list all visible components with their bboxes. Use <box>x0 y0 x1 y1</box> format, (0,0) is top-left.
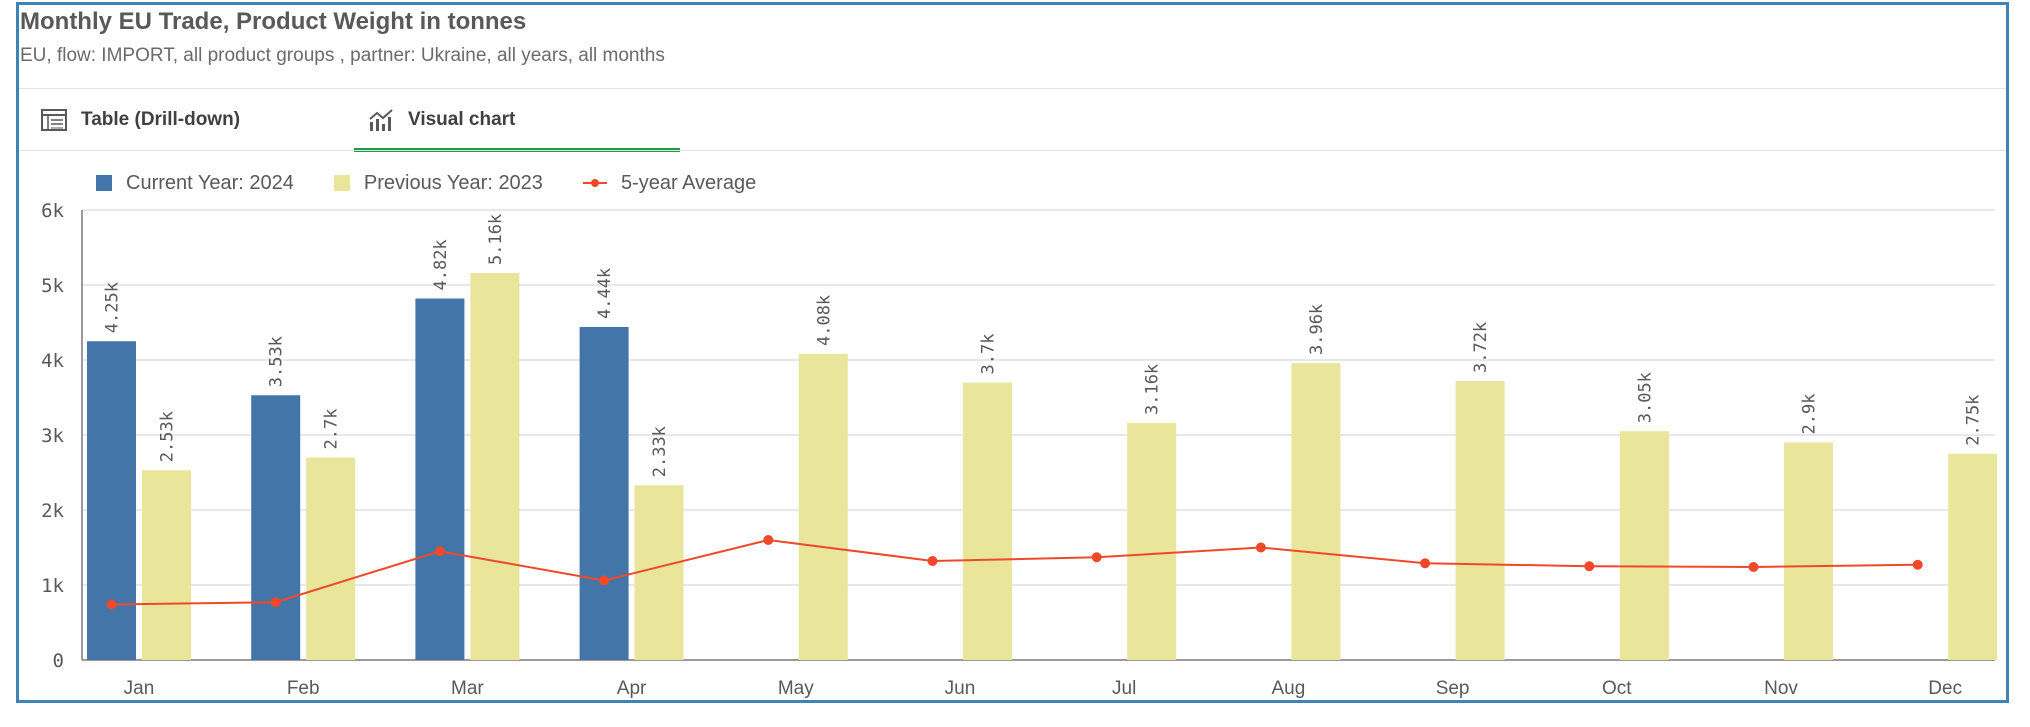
legend-item-5-year-average[interactable]: 5-year Average <box>582 171 757 195</box>
x-tick-label: Jun <box>945 678 976 699</box>
data-label: 2.7k <box>322 409 342 450</box>
average-point <box>1748 562 1759 572</box>
data-label: 3.53k <box>267 336 287 387</box>
line-chart-icon <box>369 109 393 131</box>
bar-previous-year <box>1127 423 1177 660</box>
x-tick-label: Mar <box>451 678 484 699</box>
data-label: 3.05k <box>1635 372 1655 423</box>
data-label: 2.9k <box>1800 394 1820 435</box>
average-line <box>111 538 1918 606</box>
x-tick-label: Jul <box>1112 678 1136 699</box>
data-label: 2.33k <box>650 426 670 477</box>
y-tick-label: 1k <box>41 575 64 597</box>
bar-previous-year <box>1948 453 1998 660</box>
tab-label: Visual chart <box>408 109 516 130</box>
y-tick-label: 5k <box>41 275 64 297</box>
average-point <box>763 535 774 545</box>
chart-frame <box>16 2 2009 703</box>
x-tick-label: Aug <box>1271 678 1305 699</box>
bar-current-year <box>87 341 136 660</box>
data-label: 3.7k <box>979 334 999 375</box>
average-point <box>1912 559 1923 570</box>
data-label: 5.16k <box>486 214 506 265</box>
bar-previous-year <box>634 485 684 660</box>
x-tick-label: Nov <box>1764 678 1798 699</box>
bar-previous-year <box>142 470 191 660</box>
bar-previous-year <box>1619 431 1669 660</box>
tab-table-drill-down[interactable]: Table (Drill-down) <box>41 100 240 140</box>
x-tick-label: Feb <box>287 678 320 699</box>
bar-previous-year <box>470 273 520 660</box>
x-tick-label: Dec <box>1928 678 1962 699</box>
tab-label: Table (Drill-down) <box>81 109 241 130</box>
y-tick-label: 4k <box>41 350 64 372</box>
y-tick-label: 2k <box>41 500 64 522</box>
data-label: 3.72k <box>1471 322 1491 373</box>
data-label: 3.96k <box>1307 304 1327 355</box>
data-label: 2.53k <box>158 411 178 462</box>
data-label: 3.16k <box>1143 364 1163 415</box>
bar-previous-year <box>306 457 356 660</box>
bar-previous-year <box>963 382 1012 660</box>
average-point <box>1584 561 1595 572</box>
data-label: 4.82k <box>431 239 451 290</box>
x-tick-label: May <box>778 678 814 699</box>
data-label: 4.08k <box>814 295 834 346</box>
average-point <box>1091 552 1102 563</box>
data-label: 4.44k <box>595 268 615 319</box>
x-tick-label: Sep <box>1436 678 1470 699</box>
average-point <box>270 597 281 608</box>
legend-swatch-current <box>96 175 112 191</box>
bar-previous-year <box>1784 442 1833 660</box>
tabs-divider <box>19 150 2006 151</box>
bar-current-year <box>251 395 301 660</box>
legend-label: Current Year: 2024 <box>126 171 294 194</box>
bar-current-year <box>415 298 465 660</box>
y-tick-label: 6k <box>41 200 64 222</box>
data-label: 2.75k <box>1964 395 1984 446</box>
y-tick-label: 0 <box>53 650 64 672</box>
x-tick-label: Oct <box>1602 678 1632 699</box>
header-divider <box>19 88 2006 89</box>
legend-label: Previous Year: 2023 <box>363 171 543 194</box>
bar-current-year <box>579 327 629 660</box>
legend-label: 5-year Average <box>620 171 757 194</box>
data-label: 4.25k <box>103 282 123 333</box>
average-point <box>1420 558 1431 569</box>
average-point <box>434 546 445 557</box>
bar-previous-year <box>1455 381 1505 660</box>
legend-swatch-average <box>582 179 607 187</box>
average-point <box>1255 542 1266 553</box>
table-icon <box>41 109 67 131</box>
legend-item-current-year[interactable]: Current Year: 2024 <box>96 172 294 195</box>
legend-swatch-previous <box>333 175 350 191</box>
legend-item-previous-year[interactable]: Previous Year: 2023 <box>333 171 543 195</box>
average-point <box>927 556 938 566</box>
y-tick-label: 3k <box>41 425 64 447</box>
tab-visual-chart[interactable]: Visual chart <box>368 100 515 140</box>
x-tick-label: Jan <box>124 678 155 699</box>
bar-previous-year <box>798 354 848 660</box>
bar-previous-year <box>1291 363 1341 660</box>
x-tick-label: Apr <box>617 678 647 699</box>
page-subtitle: EU, flow: IMPORT, all product groups , p… <box>20 45 665 66</box>
average-point <box>106 599 117 610</box>
average-point <box>599 575 610 586</box>
page-title: Monthly EU Trade, Product Weight in tonn… <box>20 8 527 35</box>
chart-legend: Current Year: 2024 Previous Year: 2023 5… <box>96 170 796 196</box>
